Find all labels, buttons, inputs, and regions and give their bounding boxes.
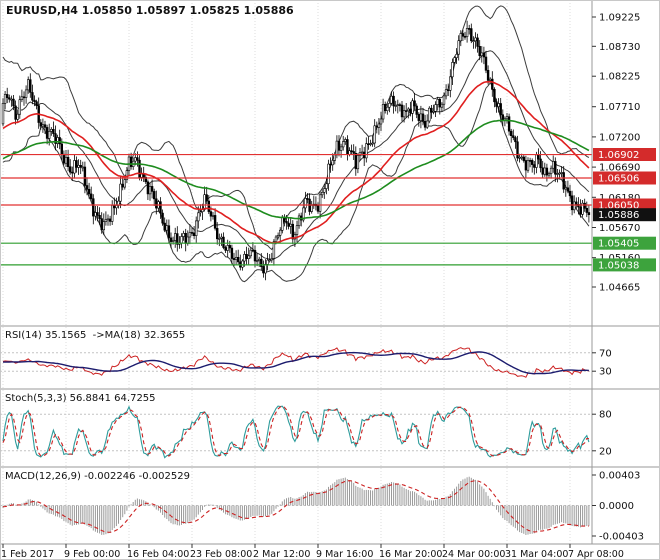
time-axis-label: 7 Apr 08:00 [568,549,624,560]
level-price-badge [593,258,656,272]
rsi-panel: 70 30 [0,347,612,378]
candles-layer [1,20,591,281]
time-axis-label: 9 Feb 00:00 [64,549,120,560]
level-lines [0,153,592,266]
macd-axis-label: 0.0000 [599,501,634,512]
time-axis-label: 24 Mar 00:00 [442,549,505,560]
time-axis-label: 23 Feb 08:00 [190,549,252,560]
time-axis-label: 31 Mar 04:00 [505,549,568,560]
price-axis-label: 1.07710 [599,102,640,113]
level-price-badge-text: 1.06050 [598,200,639,211]
level-price-badge-text: 1.05405 [598,239,639,250]
price-axis[interactable]: 1.09225 1.08730 1.08225 1.07710 1.07200 1.066… [592,13,656,294]
stochastic-panel: 80 20 [0,405,612,459]
time-axis[interactable]: 1 Feb 2017 9 Feb 00:00 16 Feb 04:00 23 Feb … [1,544,624,560]
stoch-level-label: 80 [599,410,612,421]
price-axis-label: 1.07200 [599,132,640,143]
level-price-badge [593,171,656,185]
current-price-badge-text: 1.05886 [598,210,639,221]
time-axis-label: 1 Feb 2017 [1,549,54,560]
level-price-badge-text: 1.05038 [598,260,639,271]
time-axis-label: 16 Mar 20:00 [379,549,442,560]
level-price-badge-text: 1.06506 [598,173,639,184]
price-axis-label: 1.06690 [599,163,640,174]
price-axis-label: 1.04665 [599,282,640,293]
level-price-badge [593,236,656,250]
macd-panel: 0.00403 0.0000 -0.00403 [0,471,644,543]
price-axis-label: 1.05670 [599,223,640,234]
price-axis-label: 1.06180 [599,193,640,204]
price-axis-label: 1.09225 [599,13,640,24]
price-axis-label: 1.08225 [599,72,640,83]
time-axis-label: 9 Mar 16:00 [316,549,373,560]
time-axis-label: 2 Mar 12:00 [253,549,310,560]
current-price-badge [593,208,656,222]
rsi-level-label: 30 [599,367,612,378]
level-price-badge-text: 1.06902 [598,150,639,161]
time-axis-label: 16 Feb 04:00 [127,549,189,560]
macd-axis-label: 0.00403 [599,471,640,482]
price-axis-label: 1.08730 [599,42,640,53]
stoch-level-label: 20 [599,446,612,457]
macd-axis-label: -0.00403 [599,532,644,543]
level-price-badge [593,148,656,161]
rsi-level-label: 70 [599,348,612,359]
